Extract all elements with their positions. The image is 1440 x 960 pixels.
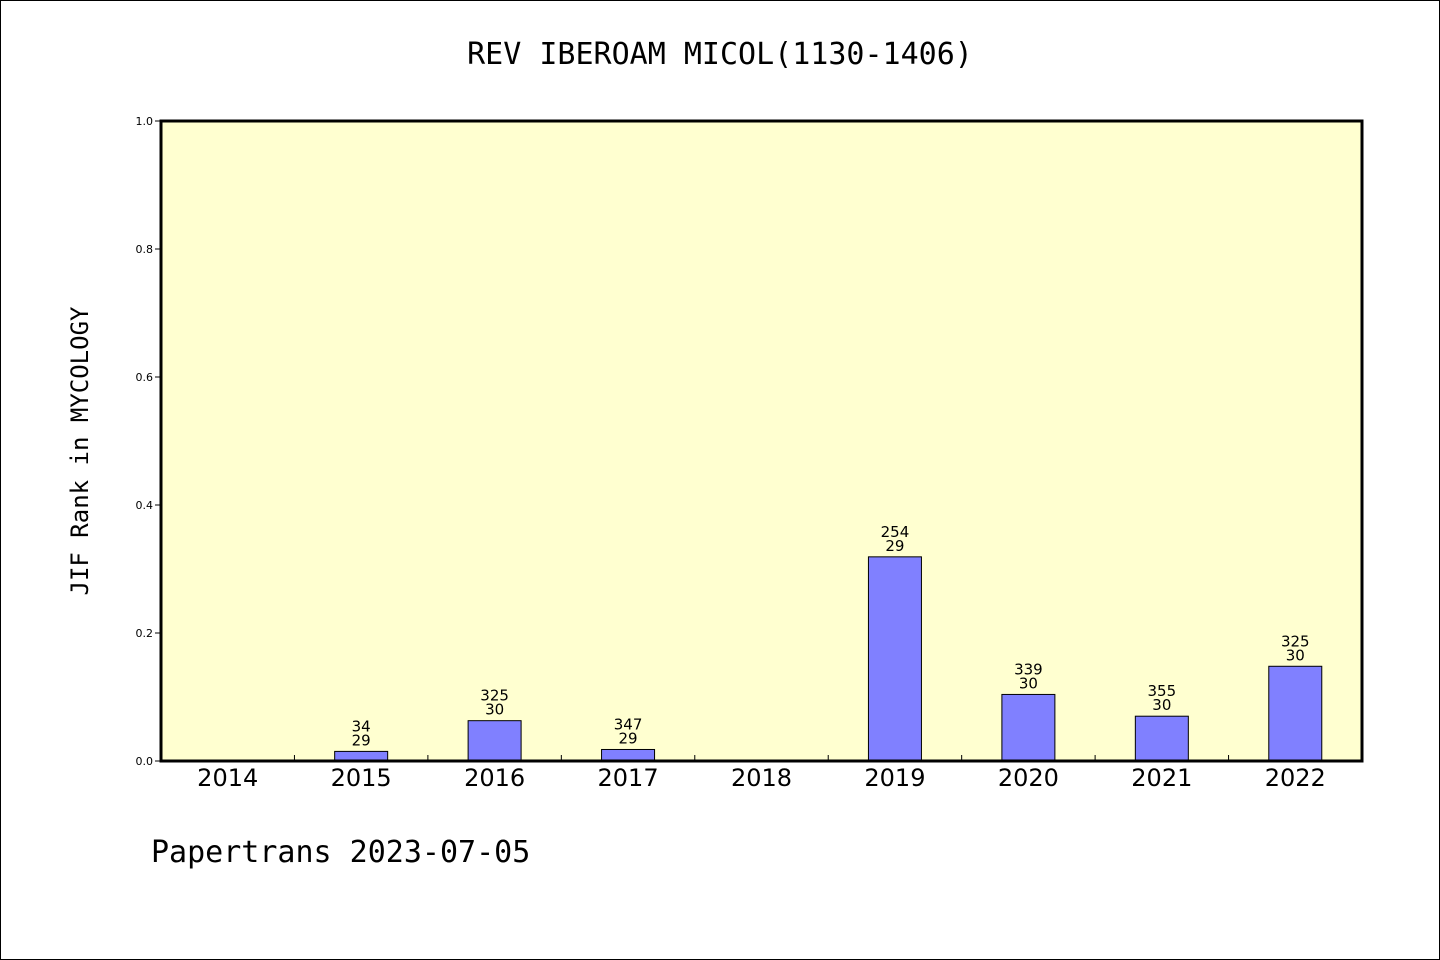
x-tick-label: 2022 [1265,764,1326,792]
y-tick-label: 0.2 [136,627,154,640]
x-tick-label: 2019 [864,764,925,792]
bar-2019 [867,556,922,762]
x-tick-label: 2020 [998,764,1059,792]
x-tick-label: 2021 [1131,764,1192,792]
x-tick-label: 2016 [464,764,525,792]
y-tick-label: 0.8 [136,243,154,256]
plot-border [159,119,1364,763]
bar-label-bottom: 30 [1019,674,1038,692]
bar-label-top: 355 [1148,682,1177,700]
bar-2021 [1134,715,1189,762]
y-axis-label: JIF Rank in MYCOLOGY [66,306,94,596]
x-tick-label: 2018 [731,764,792,792]
y-axis-ticks: 0.0 0.2 0.4 0.6 0.8 1.0 [136,115,161,768]
y-tick-label: 0.6 [136,371,154,384]
x-tick-label: 2017 [598,764,659,792]
bar-label-bottom: 30 [1152,696,1171,714]
bar-2016 [467,720,522,762]
bar-label-top: 325 [1281,632,1310,650]
bar-label-top: 347 [614,715,643,733]
y-tick-label: 0.0 [136,755,154,768]
bar-2017 [601,748,656,762]
chart-title: REV IBEROAM MICOL(1130-1406) [467,37,973,72]
x-axis-ticks: 2014 2015 2016 2017 2018 2019 2020 2021 2022 [197,755,1326,792]
bar-label-top: 34 [352,717,371,735]
bar-label-bottom: 30 [1286,646,1305,664]
bar-label-bottom: 30 [485,701,504,719]
bar-label-top: 254 [881,523,910,541]
bar-label-top: 339 [1014,660,1043,678]
x-tick-label: 2015 [331,764,392,792]
bar-2020 [1001,693,1056,762]
plot-area [161,121,1362,761]
y-tick-label: 0.4 [136,499,154,512]
bar-label-bottom: 29 [352,731,371,749]
bar-label-top: 325 [480,687,509,705]
bar-2022 [1268,665,1323,762]
footer-credit: Papertrans 2023-07-05 [151,835,531,870]
bar-label-bottom: 29 [885,537,904,555]
bar-label-bottom: 29 [619,729,638,747]
y-tick-label: 1.0 [136,115,154,128]
x-tick-label: 2014 [197,764,258,792]
